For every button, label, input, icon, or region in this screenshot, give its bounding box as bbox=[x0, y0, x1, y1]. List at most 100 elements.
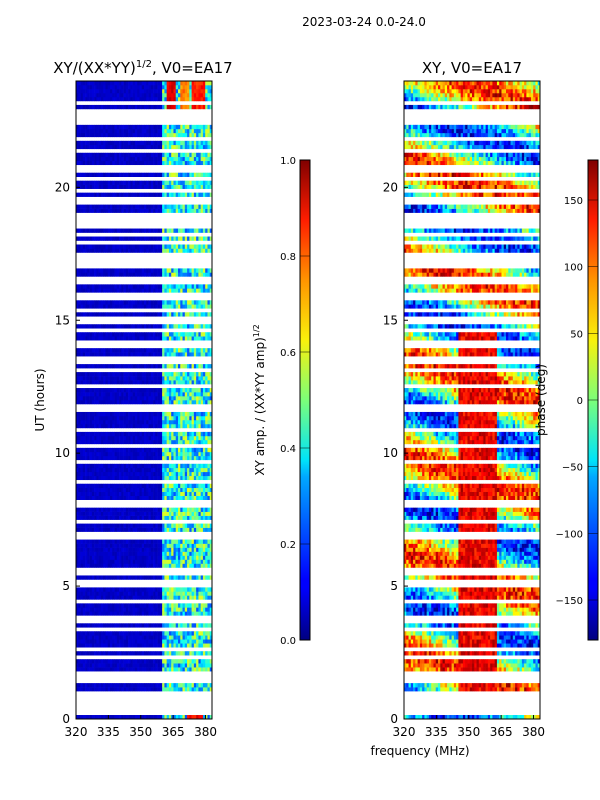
heatmap-cell bbox=[89, 288, 93, 293]
heatmap-cell bbox=[144, 463, 147, 469]
heatmap-cell bbox=[144, 631, 147, 636]
heatmap-cell bbox=[110, 547, 113, 552]
heatmap-cell bbox=[144, 595, 147, 600]
heatmap-cell bbox=[191, 631, 195, 636]
heatmap-cell bbox=[178, 400, 181, 405]
heatmap-cell bbox=[91, 332, 95, 337]
heatmap-cell bbox=[80, 300, 84, 305]
heatmap-cell bbox=[130, 555, 133, 560]
heatmap-cell bbox=[123, 228, 127, 233]
heatmap-cell bbox=[137, 447, 140, 453]
heatmap-cell bbox=[175, 423, 179, 429]
heatmap-cell bbox=[150, 667, 154, 672]
heatmap-cell bbox=[89, 204, 93, 209]
heatmap-cell bbox=[128, 483, 131, 489]
heatmap-cell bbox=[96, 667, 99, 672]
heatmap-cell bbox=[146, 611, 149, 616]
heatmap-cell bbox=[164, 455, 167, 461]
heatmap-cell bbox=[134, 463, 138, 469]
heatmap-cell bbox=[87, 431, 90, 437]
heatmap-cell bbox=[209, 551, 213, 556]
heatmap-cell bbox=[141, 392, 145, 397]
heatmap-cell bbox=[105, 396, 109, 401]
heatmap-cell bbox=[173, 415, 177, 421]
heatmap-cell bbox=[171, 623, 174, 628]
heatmap-cell bbox=[168, 376, 172, 381]
heatmap-cell bbox=[205, 160, 208, 166]
heatmap-cell bbox=[196, 352, 199, 357]
heatmap-cell bbox=[200, 160, 204, 166]
heatmap-cell bbox=[137, 352, 140, 357]
heatmap-cell bbox=[112, 643, 115, 648]
heatmap-cell bbox=[80, 555, 84, 560]
heatmap-cell bbox=[191, 715, 195, 720]
heatmap-cell bbox=[178, 663, 181, 668]
heatmap-cell bbox=[121, 463, 124, 469]
heatmap-cell bbox=[94, 324, 97, 329]
heatmap-cell bbox=[209, 392, 213, 397]
heatmap-cell bbox=[80, 463, 84, 469]
heatmap-cell bbox=[168, 631, 172, 636]
heatmap-cell bbox=[173, 511, 177, 516]
heatmap-cell bbox=[121, 376, 124, 381]
heatmap-cell bbox=[168, 172, 172, 177]
heatmap-cell bbox=[139, 639, 143, 644]
heatmap-cell bbox=[80, 595, 84, 600]
heatmap-cell bbox=[105, 635, 109, 640]
heatmap-cell bbox=[146, 268, 149, 273]
heatmap-cell bbox=[78, 663, 81, 668]
heatmap-cell bbox=[159, 487, 163, 493]
heatmap-cell bbox=[91, 228, 95, 233]
heatmap-cell bbox=[141, 527, 145, 532]
heatmap-cell bbox=[137, 324, 140, 329]
heatmap-cell bbox=[114, 324, 118, 329]
heatmap-cell bbox=[157, 435, 161, 441]
heatmap-cell bbox=[76, 667, 79, 672]
heatmap-cell bbox=[137, 659, 140, 664]
heatmap-cell bbox=[132, 312, 136, 317]
heatmap-cell bbox=[150, 635, 154, 640]
heatmap-cell bbox=[76, 184, 79, 189]
heatmap-cell bbox=[119, 236, 122, 241]
heatmap-cell bbox=[134, 543, 138, 548]
heatmap-cell bbox=[128, 551, 131, 556]
heatmap-cell bbox=[171, 184, 174, 189]
heatmap-cell bbox=[182, 539, 186, 544]
heatmap-cell bbox=[209, 659, 213, 664]
heatmap-cell bbox=[173, 447, 177, 453]
heatmap-cell bbox=[209, 483, 213, 489]
heatmap-cell bbox=[155, 631, 158, 636]
heatmap-cell bbox=[200, 643, 204, 648]
heatmap-cell bbox=[159, 419, 163, 425]
heatmap-cell bbox=[137, 687, 140, 692]
heatmap-cell bbox=[110, 236, 113, 241]
heatmap-cell bbox=[184, 184, 188, 189]
heatmap-cell bbox=[80, 607, 84, 612]
heatmap-cell bbox=[150, 304, 154, 309]
heatmap-cell bbox=[180, 447, 183, 453]
heatmap-cell bbox=[189, 396, 192, 401]
heatmap-cell bbox=[146, 643, 149, 648]
heatmap-cell bbox=[130, 431, 133, 437]
heatmap-cell bbox=[166, 591, 170, 596]
heatmap-cell bbox=[162, 332, 165, 337]
heatmap-cell bbox=[103, 543, 106, 548]
heatmap-cell bbox=[168, 511, 172, 516]
heatmap-cell bbox=[202, 491, 206, 496]
heatmap-cell bbox=[175, 272, 179, 277]
heatmap-cell bbox=[85, 352, 88, 357]
heatmap-cell bbox=[191, 455, 195, 461]
heatmap-cell bbox=[162, 687, 165, 692]
heatmap-cell bbox=[89, 324, 93, 329]
heatmap-cell bbox=[125, 304, 129, 309]
heatmap-cell bbox=[209, 312, 213, 317]
heatmap-cell bbox=[150, 527, 154, 532]
heatmap-cell bbox=[193, 423, 197, 429]
heatmap-cell bbox=[91, 423, 95, 429]
heatmap-cell bbox=[202, 523, 206, 528]
heatmap-cell bbox=[137, 332, 140, 337]
heatmap-cell bbox=[144, 651, 147, 656]
heatmap-cell bbox=[110, 451, 113, 457]
heatmap-cell bbox=[150, 400, 154, 405]
heatmap-cell bbox=[166, 144, 170, 150]
